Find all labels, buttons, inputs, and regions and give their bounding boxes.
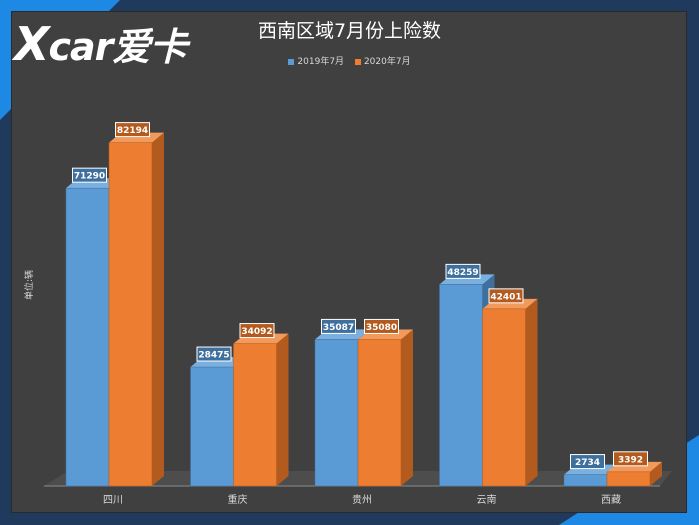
data-label: 3392	[618, 455, 643, 465]
data-label-box	[613, 451, 648, 467]
data-label-box	[445, 263, 481, 279]
xcar-logo: Xcar爱卡	[14, 17, 187, 71]
data-label: 48259	[447, 268, 478, 278]
bar-side	[152, 132, 164, 486]
data-label: 82194	[117, 126, 148, 136]
bar	[190, 366, 234, 487]
x-tick-label: 云南	[477, 493, 497, 506]
bar	[108, 142, 153, 487]
x-tick-label: 贵州	[352, 493, 372, 506]
data-label: 2734	[575, 458, 600, 468]
bar	[233, 343, 277, 487]
legend-swatch-2019	[288, 58, 295, 65]
data-label-box	[321, 318, 356, 334]
bar-side	[650, 461, 662, 486]
data-label-box	[115, 122, 150, 138]
bar	[314, 339, 359, 487]
data-label-box	[364, 318, 399, 334]
legend-item-2020: 2020年7月	[354, 54, 411, 67]
data-label-box	[196, 346, 232, 362]
x-tick-label: 西藏	[601, 494, 621, 506]
data-label-box	[488, 288, 524, 304]
data-label: 34092	[241, 327, 272, 337]
data-label: 42401	[490, 292, 521, 302]
bar	[357, 339, 402, 487]
x-tick-label: 四川	[103, 495, 123, 506]
legend-label-2020: 2020年7月	[363, 57, 411, 67]
legend-label-2019: 2019年7月	[297, 57, 345, 67]
data-label-box	[72, 167, 107, 183]
chart-legend: 2019年7月 2020年7月	[0, 54, 699, 67]
bar-side	[525, 298, 538, 486]
bar	[606, 471, 651, 487]
bar	[439, 284, 483, 487]
data-label-box	[239, 323, 275, 339]
x-tick-label: 重庆	[228, 493, 248, 506]
bar-side	[401, 329, 413, 486]
bar	[482, 308, 526, 487]
data-label: 28475	[198, 351, 229, 361]
bar-side	[276, 333, 289, 486]
data-label: 35080	[366, 323, 397, 333]
bar	[65, 187, 110, 487]
data-label-box	[570, 454, 605, 470]
legend-item-2019: 2019年7月	[288, 54, 344, 67]
legend-swatch-2020	[354, 58, 361, 65]
bar	[563, 474, 608, 487]
data-label: 71290	[74, 172, 105, 182]
chart-title: 西南区域7月份上险数	[257, 20, 442, 42]
data-label: 35087	[323, 323, 354, 333]
